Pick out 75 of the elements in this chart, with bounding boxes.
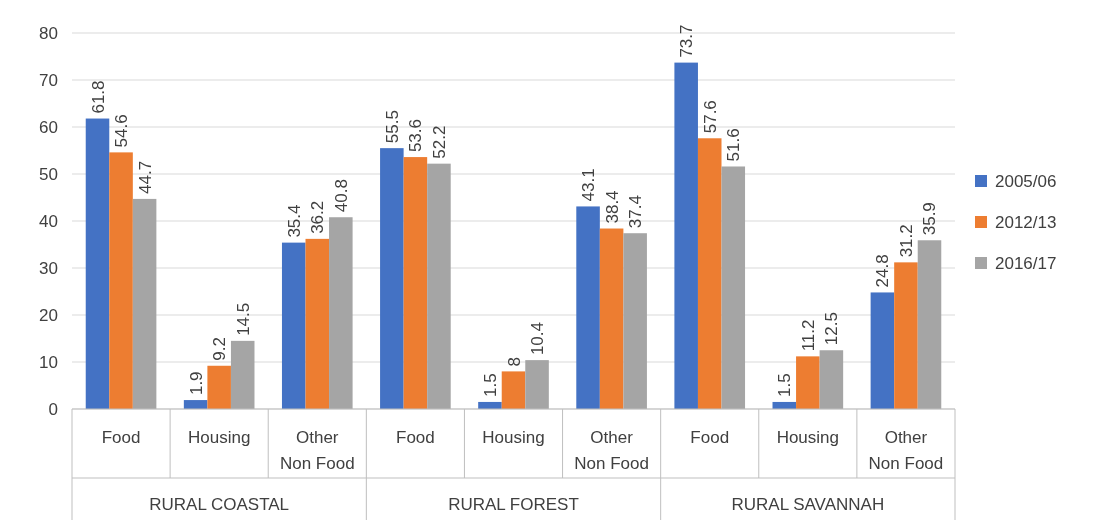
- y-tick-label: 40: [39, 211, 58, 231]
- x-tick-label: Housing: [776, 428, 840, 447]
- data-label: 51.6: [724, 128, 744, 162]
- bar: [697, 138, 722, 409]
- x-tick-label: Food: [690, 428, 730, 447]
- data-label: 24.8: [873, 254, 893, 288]
- data-label: 44.7: [135, 160, 155, 194]
- data-label: 61.8: [88, 80, 108, 114]
- bar: [207, 365, 231, 409]
- legend-label: 2012/13: [995, 212, 1057, 232]
- x-tick-label: Food: [101, 428, 141, 447]
- legend-label: 2016/17: [995, 253, 1057, 273]
- data-label: 35.4: [284, 204, 304, 238]
- bar: [132, 198, 157, 409]
- bar: [427, 163, 451, 409]
- x-tick-label: Food: [396, 428, 435, 447]
- bar: [721, 166, 746, 409]
- bar: [109, 152, 133, 409]
- bar: [501, 371, 526, 409]
- data-label: 52.2: [429, 125, 449, 159]
- x-tick-label: Other Non Food: [868, 428, 944, 473]
- text: RURAL SAVANNAH: [731, 495, 885, 514]
- x-tick-label: Other Non Food: [279, 428, 355, 473]
- bar: [380, 148, 404, 409]
- data-label: 57.6: [700, 100, 720, 134]
- x-tick-label: Other Non Food: [574, 428, 649, 473]
- y-tick-label: 0: [48, 399, 58, 419]
- bar: [894, 262, 918, 409]
- bar: [85, 118, 110, 409]
- data-label: 73.7: [677, 24, 697, 58]
- y-tick-label: 20: [39, 305, 58, 325]
- data-label: 43.1: [579, 168, 599, 202]
- bar: [796, 356, 820, 409]
- bar: [525, 360, 549, 409]
- data-label: 12.5: [822, 312, 842, 346]
- data-label: 1.5: [480, 373, 500, 397]
- bar: [281, 242, 306, 409]
- y-tick-label: 80: [39, 23, 58, 43]
- bar: [870, 292, 895, 409]
- bar: [305, 238, 330, 409]
- y-tick-label: 60: [39, 117, 58, 137]
- bar: [819, 350, 844, 409]
- text: RURAL COASTAL: [149, 495, 290, 514]
- bar: [403, 157, 428, 409]
- data-label: 36.2: [308, 200, 328, 234]
- x-tick-label: Housing: [187, 428, 251, 447]
- bar: [576, 206, 600, 409]
- text: RURAL FOREST: [448, 495, 579, 514]
- bar: [674, 62, 698, 409]
- data-label: 37.4: [626, 195, 646, 229]
- data-label: 53.6: [406, 118, 426, 153]
- y-tick-label: 10: [39, 352, 58, 372]
- data-label: 10.4: [528, 322, 548, 356]
- data-label: 11.2: [798, 319, 818, 352]
- data-label: 31.2: [896, 224, 916, 258]
- bar: [917, 240, 942, 409]
- data-label: 55.5: [382, 110, 402, 144]
- y-tick-label: 50: [39, 164, 58, 184]
- bar: [230, 340, 255, 409]
- data-label: 35.9: [920, 202, 940, 236]
- x-tick-label: Housing: [482, 428, 545, 447]
- bar: [329, 217, 353, 409]
- data-label: 1.5: [775, 373, 795, 397]
- y-tick-label: 70: [39, 70, 58, 90]
- data-label: 1.9: [186, 371, 206, 396]
- data-label: 38.4: [602, 190, 622, 224]
- data-label: 9.2: [210, 337, 230, 361]
- data-label: 54.6: [112, 114, 132, 148]
- data-label: 14.5: [233, 302, 253, 336]
- y-tick-label: 30: [39, 258, 58, 278]
- data-label: 8: [504, 356, 524, 367]
- bar: [623, 233, 647, 409]
- legend-label: 2005/06: [995, 171, 1057, 191]
- data-label: 40.8: [331, 179, 351, 213]
- bar: [599, 228, 624, 409]
